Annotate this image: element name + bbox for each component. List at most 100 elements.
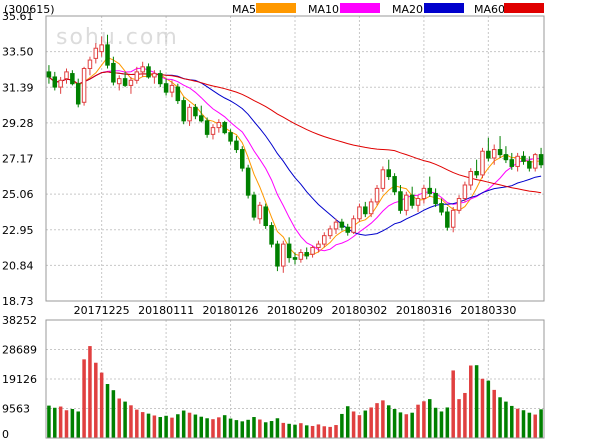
candle — [515, 152, 520, 172]
volume-bar — [386, 405, 391, 438]
candle-body — [532, 154, 538, 169]
candle — [193, 103, 198, 120]
price-tick-label: 33.50 — [2, 46, 34, 59]
candle — [157, 70, 163, 88]
candle-body — [81, 68, 87, 103]
date-tick-label: 20171225 — [74, 304, 130, 317]
volume-bar — [269, 421, 274, 438]
volume-bar — [217, 417, 221, 438]
volume-bar — [521, 410, 526, 438]
candle-body — [134, 71, 140, 81]
candle — [497, 136, 503, 158]
volume-tick-label: 28689 — [2, 344, 37, 357]
candle-body — [193, 106, 198, 117]
candle-body — [427, 187, 433, 194]
candle — [228, 129, 233, 145]
candle-body — [93, 47, 99, 59]
volume-bar — [469, 365, 473, 438]
candle — [234, 136, 239, 153]
candle — [404, 191, 409, 216]
volume-bar — [363, 410, 368, 438]
volume-bar — [480, 378, 485, 438]
candle-body — [345, 226, 350, 233]
volume-bar — [369, 407, 373, 438]
candle — [456, 195, 462, 214]
candle — [398, 185, 403, 214]
candle — [87, 56, 93, 76]
candle-body — [433, 192, 438, 205]
candle — [421, 185, 427, 204]
candle — [351, 215, 356, 234]
candle — [64, 68, 69, 84]
candle-body — [480, 150, 485, 176]
candle-body — [521, 155, 526, 162]
volume-bar — [416, 404, 420, 438]
candle — [521, 151, 526, 165]
volume-bar — [345, 406, 350, 438]
volume-bar — [287, 423, 291, 438]
price-tick-label: 35.61 — [2, 10, 34, 23]
candle — [81, 66, 87, 106]
candle-body — [263, 206, 268, 227]
candle — [292, 252, 298, 265]
volume-bar — [375, 403, 379, 438]
volume-bar — [58, 406, 63, 438]
candle — [316, 240, 321, 253]
candle — [333, 218, 339, 234]
ma60-line — [48, 71, 542, 194]
volume-bar — [351, 411, 356, 438]
legend: MA5 MA10 MA20 MA60 — [232, 3, 544, 16]
volume-bar — [94, 362, 98, 438]
candle-body — [409, 194, 415, 206]
candle-body — [286, 243, 292, 259]
volume-bar — [117, 398, 121, 438]
candle-body — [497, 149, 503, 156]
volume-bar — [123, 401, 127, 438]
candle — [532, 152, 538, 172]
candle-body — [269, 225, 274, 245]
volume-bar — [158, 417, 163, 438]
candle-body — [304, 252, 309, 257]
volume-bar — [439, 411, 444, 438]
candle-body — [357, 206, 362, 220]
candle-body — [181, 100, 186, 122]
candle-body — [374, 187, 380, 203]
candle-body — [245, 167, 251, 196]
candle-body — [491, 149, 497, 159]
candle-body — [46, 71, 52, 78]
candle-body — [404, 194, 409, 211]
candle — [245, 164, 251, 199]
candle-body — [204, 120, 210, 135]
candle — [527, 156, 532, 172]
volume-bar — [193, 414, 198, 438]
candle — [322, 232, 327, 248]
volume-bar — [164, 415, 168, 438]
volume-bar — [381, 400, 385, 438]
candle-body — [52, 76, 58, 88]
watermark: sohu.com — [56, 25, 179, 50]
volume-bar — [246, 419, 250, 438]
candle — [263, 203, 268, 229]
candle-body — [169, 84, 175, 93]
volume-bar — [463, 392, 467, 438]
candle — [286, 237, 292, 263]
volume-bar — [410, 412, 414, 438]
volume-bar — [422, 401, 426, 438]
candle — [439, 198, 444, 216]
volume-bar — [328, 426, 332, 438]
candle-body — [87, 59, 93, 70]
candle-body — [421, 187, 427, 200]
candle — [52, 71, 58, 91]
price-tick-label: 20.84 — [2, 259, 34, 272]
candle — [251, 191, 257, 221]
candle-body — [152, 73, 157, 78]
volume-bar — [527, 412, 532, 438]
volume-bar — [398, 412, 403, 438]
candle — [75, 78, 81, 108]
volume-bar — [64, 410, 69, 438]
volume-bar — [281, 422, 286, 438]
price-tick-label: 25.06 — [2, 188, 34, 201]
volume-bar — [70, 409, 75, 438]
candle-body — [327, 228, 333, 237]
ma10-line — [48, 67, 542, 252]
